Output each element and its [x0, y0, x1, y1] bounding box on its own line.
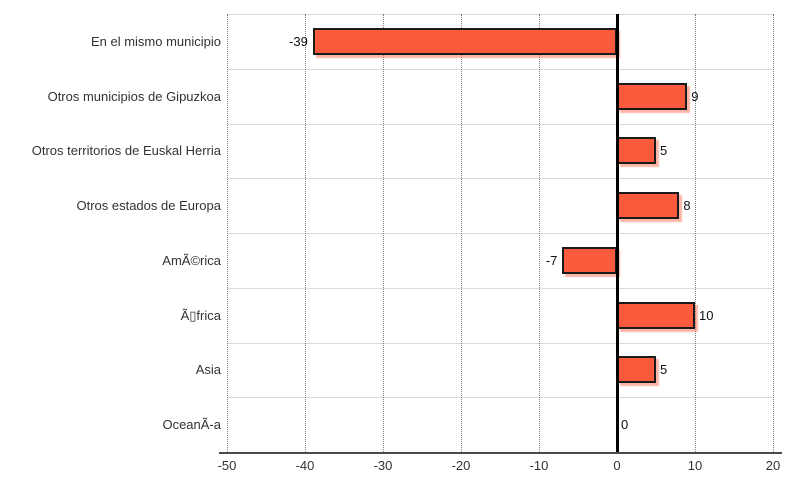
- x-tick-label: -20: [451, 458, 471, 473]
- bar: [617, 82, 688, 110]
- gridline-vertical: [460, 14, 462, 452]
- bar: [617, 301, 695, 329]
- bar: [617, 192, 680, 220]
- row-separator: [227, 68, 773, 70]
- x-axis-line: [219, 452, 782, 454]
- category-label: En el mismo municipio: [90, 33, 221, 49]
- value-label: 8: [683, 198, 691, 214]
- category-label: Otros territorios de Euskal Herria: [31, 143, 221, 159]
- x-tick-label: 20: [765, 458, 781, 473]
- value-label: 5: [660, 362, 668, 378]
- gridline-vertical: [538, 14, 540, 452]
- value-label: -7: [545, 252, 558, 268]
- row-separator: [227, 14, 773, 15]
- x-tick-label: -40: [295, 458, 315, 473]
- x-tick-label: -10: [529, 458, 549, 473]
- gridline-vertical: [226, 14, 228, 452]
- value-label: 5: [660, 143, 668, 159]
- row-separator: [227, 287, 773, 289]
- category-label: OceanÃ-a: [162, 417, 221, 433]
- bar: [617, 356, 656, 384]
- row-separator: [227, 178, 773, 180]
- row-separator: [227, 342, 773, 344]
- category-label: Ã▯frica: [180, 307, 221, 323]
- bar: [312, 27, 617, 55]
- value-label: 10: [699, 307, 714, 323]
- x-tick-label: -30: [373, 458, 393, 473]
- gridline-vertical: [304, 14, 306, 452]
- row-separator: [227, 397, 773, 399]
- gridline-vertical: [772, 14, 774, 452]
- x-tick-label: -50: [217, 458, 237, 473]
- bar: [562, 246, 617, 274]
- zero-axis-line: [615, 14, 619, 452]
- value-label: 9: [691, 88, 699, 104]
- category-label: AmÃ©rica: [162, 252, 221, 268]
- gridline-vertical: [694, 14, 696, 452]
- gridline-vertical: [382, 14, 384, 452]
- x-tick-label: 0: [613, 458, 621, 473]
- category-label: Asia: [195, 362, 221, 378]
- bar: [617, 137, 656, 165]
- x-tick-label: 10: [687, 458, 703, 473]
- category-label: Otros municipios de Gipuzkoa: [47, 88, 221, 104]
- row-separator: [227, 233, 773, 234]
- value-label: -39: [289, 33, 308, 49]
- category-label: Otros estados de Europa: [76, 198, 221, 214]
- row-separator: [227, 123, 773, 125]
- value-label: 0: [621, 417, 629, 433]
